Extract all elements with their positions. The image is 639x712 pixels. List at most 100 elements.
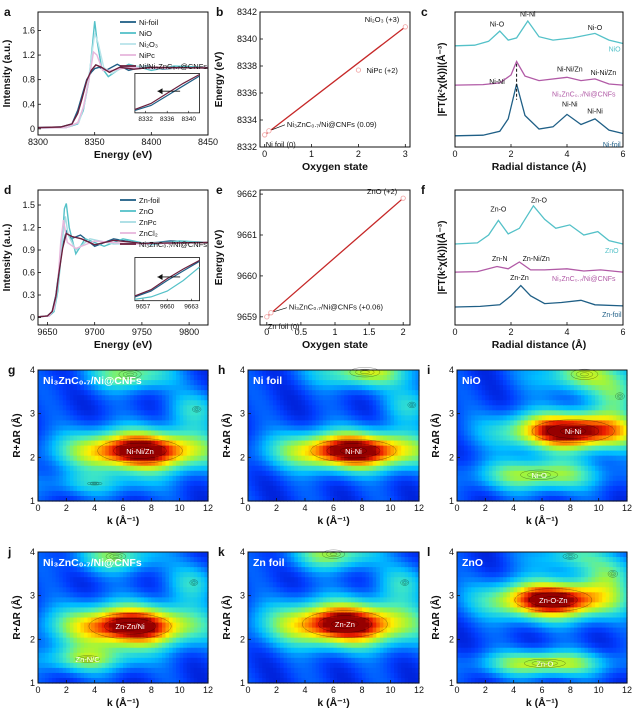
- heatmap-cell: [340, 420, 345, 427]
- heatmap-cell: [265, 425, 270, 432]
- heatmap-cell: [269, 490, 274, 497]
- heatmap-cell: [186, 375, 191, 381]
- point-label: Ni₃ZnC₀.₇/Ni@CNFs (+0.06): [289, 303, 384, 312]
- heatmap-cell: [161, 400, 167, 406]
- heatmap-cell: [66, 440, 71, 447]
- heatmap-cell: [269, 465, 274, 472]
- heatmap-cell: [460, 440, 465, 447]
- heatmap-cell: [41, 480, 46, 487]
- heatmap-cell: [94, 662, 99, 669]
- heatmap-cell: [115, 617, 121, 624]
- heatmap-cell: [474, 380, 479, 386]
- heatmap-cell: [151, 622, 156, 629]
- heatmap-cell: [460, 395, 465, 401]
- heatmap-cell: [566, 380, 571, 386]
- heatmap-cell: [193, 435, 198, 442]
- heatmap-cell: [556, 475, 561, 482]
- heatmap-cell: [108, 657, 113, 664]
- heatmap-cell: [248, 385, 253, 391]
- heatmap-cell: [297, 380, 303, 386]
- heatmap-cell: [520, 475, 525, 482]
- heatmap-cell: [602, 445, 607, 452]
- heatmap-cell: [563, 390, 568, 396]
- heatmap-cell: [488, 445, 494, 452]
- heatmap-cell: [415, 445, 420, 452]
- data-point: [402, 24, 408, 30]
- heatmap-cell: [251, 370, 256, 376]
- heatmap-cell: [481, 380, 486, 386]
- heatmap-cell: [386, 405, 392, 411]
- heatmap-cell: [144, 405, 149, 411]
- heatmap-cell: [112, 410, 117, 416]
- heatmap-cell: [265, 455, 270, 462]
- heatmap-cell: [119, 495, 124, 502]
- heatmap-cell: [566, 475, 571, 482]
- heatmap-cell: [605, 415, 610, 421]
- heatmap-cell: [151, 430, 156, 437]
- series-line: [38, 50, 208, 129]
- heatmap-cell: [123, 562, 128, 568]
- heatmap-cell: [62, 577, 67, 583]
- heatmap-cell: [362, 485, 367, 492]
- heatmap-cell: [605, 445, 610, 452]
- heatmap-cell: [62, 607, 67, 614]
- heatmap-cell: [130, 667, 135, 674]
- heatmap-cell: [183, 490, 188, 497]
- heatmap-cell: [404, 435, 409, 442]
- heatmap-cell: [98, 390, 103, 396]
- heatmap-cell: [577, 395, 582, 401]
- heatmap-cell: [137, 395, 142, 401]
- heatmap-cell: [62, 410, 67, 416]
- heatmap-cell: [66, 480, 71, 487]
- heatmap-cell: [52, 647, 57, 654]
- heatmap-cell: [186, 405, 191, 411]
- heatmap-cell: [151, 475, 156, 482]
- heatmap-cell: [340, 410, 345, 416]
- heatmap-cell: [488, 395, 494, 401]
- heatmap-cell: [41, 450, 46, 457]
- heatmap-cell: [130, 637, 135, 644]
- heatmap-cell: [137, 672, 142, 679]
- heatmap-cell: [133, 597, 138, 603]
- heatmap-cell: [169, 390, 174, 396]
- heatmap-cell: [48, 647, 53, 654]
- heatmap-cell: [183, 485, 188, 492]
- heatmap-cell: [130, 375, 135, 381]
- heatmap-cell: [591, 430, 596, 437]
- heatmap-cell: [305, 485, 310, 492]
- heatmap-cell: [549, 410, 554, 416]
- heatmap-cell: [45, 415, 50, 421]
- heatmap-cell: [573, 490, 579, 497]
- legend-entry: NiPc: [139, 51, 155, 60]
- heatmap-cell: [38, 425, 43, 432]
- plot-frame: [454, 189, 624, 326]
- heatmap-cell: [301, 470, 306, 477]
- heatmap-cell: [326, 400, 331, 406]
- heatmap-cell: [531, 485, 536, 492]
- heatmap-cell: [119, 617, 124, 624]
- heatmap-cell: [126, 390, 131, 396]
- heatmap-cell: [609, 475, 614, 482]
- heatmap-cell: [76, 577, 82, 583]
- heatmap-cell: [602, 375, 607, 381]
- heatmap-cell: [566, 490, 571, 497]
- heatmap-cell: [147, 375, 152, 381]
- heatmap-cell: [115, 485, 121, 492]
- heatmap-cell: [415, 400, 420, 406]
- heatmap-cell: [347, 410, 352, 416]
- heatmap-cell: [354, 395, 360, 401]
- heatmap-cell: [276, 480, 281, 487]
- heatmap-cell: [73, 607, 78, 614]
- heatmap-cell: [362, 395, 367, 401]
- heatmap-cell: [112, 455, 117, 462]
- heatmap-cell: [584, 440, 589, 447]
- heatmap-cell: [481, 400, 486, 406]
- heatmap-cell: [552, 435, 557, 442]
- heatmap-cell: [193, 480, 198, 487]
- heatmap-cell: [62, 637, 67, 644]
- heatmap-cell: [467, 435, 472, 442]
- heatmap-cell: [101, 677, 106, 684]
- heatmap-cell: [595, 475, 600, 482]
- heatmap-cell: [126, 627, 131, 634]
- heatmap-cell: [415, 390, 420, 396]
